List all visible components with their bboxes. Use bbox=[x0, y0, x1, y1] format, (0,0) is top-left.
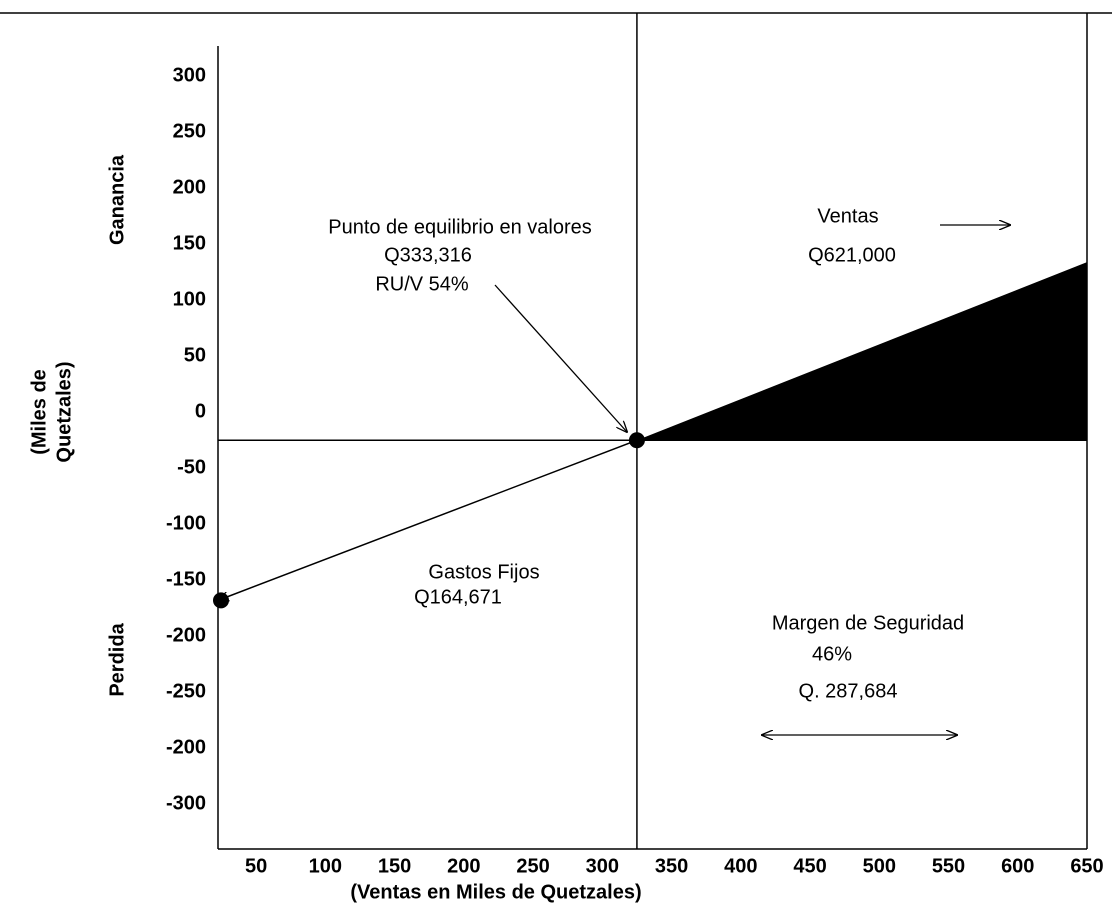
y-tick-label: 0 bbox=[195, 401, 206, 423]
point bbox=[213, 592, 229, 609]
y-tick-label: 50 bbox=[184, 345, 206, 367]
x-tick-label: 150 bbox=[378, 855, 411, 877]
annotation: Q333,316 bbox=[384, 244, 472, 266]
x-tick-label: 450 bbox=[793, 855, 826, 877]
y-tick-label: 100 bbox=[173, 289, 206, 311]
annotation: Q164,671 bbox=[414, 586, 502, 608]
x-tick-label: 600 bbox=[1001, 855, 1034, 877]
y-tick-label: -150 bbox=[166, 568, 206, 590]
y-tick-label: 300 bbox=[173, 65, 206, 87]
annotation: 46% bbox=[812, 643, 852, 665]
x-tick-label: 300 bbox=[586, 855, 619, 877]
y-tick-label: -200 bbox=[166, 624, 206, 646]
line bbox=[218, 439, 638, 600]
y-tick-label: -250 bbox=[166, 680, 206, 702]
x-tick-label: 200 bbox=[447, 855, 480, 877]
x-tick-label: 250 bbox=[516, 855, 549, 877]
region-label: Ganancia bbox=[106, 154, 128, 245]
annotation: Ventas bbox=[817, 205, 878, 227]
x-tick-label: 550 bbox=[932, 855, 965, 877]
y-axis-label: Quetzales) bbox=[53, 361, 75, 462]
annotation: RU/V 54% bbox=[375, 273, 469, 295]
area bbox=[636, 262, 1087, 441]
annotation: Q621,000 bbox=[808, 244, 896, 266]
point bbox=[628, 432, 645, 449]
x-tick-label: 500 bbox=[863, 855, 896, 877]
x-tick-label: 50 bbox=[245, 855, 267, 877]
y-axis-label: (Miles de bbox=[28, 369, 50, 455]
annotation-arrow bbox=[494, 284, 627, 432]
x-tick-label: 350 bbox=[655, 855, 688, 877]
y-tick-label: 200 bbox=[173, 177, 206, 199]
x-tick-label: 650 bbox=[1070, 855, 1103, 877]
y-tick-label: 250 bbox=[173, 121, 206, 143]
y-tick-label: -300 bbox=[166, 792, 206, 814]
y-tick-label: -100 bbox=[166, 512, 206, 534]
y-tick-label: -200 bbox=[166, 736, 206, 758]
y-tick-label: 150 bbox=[173, 233, 206, 255]
x-tick-label: 400 bbox=[724, 855, 757, 877]
annotation: Q. 287,684 bbox=[799, 680, 898, 702]
annotation: Gastos Fijos bbox=[428, 561, 539, 583]
y-tick-label: -50 bbox=[177, 457, 206, 479]
region-label: Perdida bbox=[106, 622, 128, 696]
annotation: Punto de equilibrio en valores bbox=[328, 216, 592, 238]
x-tick-label: 100 bbox=[309, 855, 342, 877]
x-axis-label: (Ventas en Miles de Quetzales) bbox=[350, 881, 641, 903]
annotation: Margen de Seguridad bbox=[772, 612, 964, 634]
